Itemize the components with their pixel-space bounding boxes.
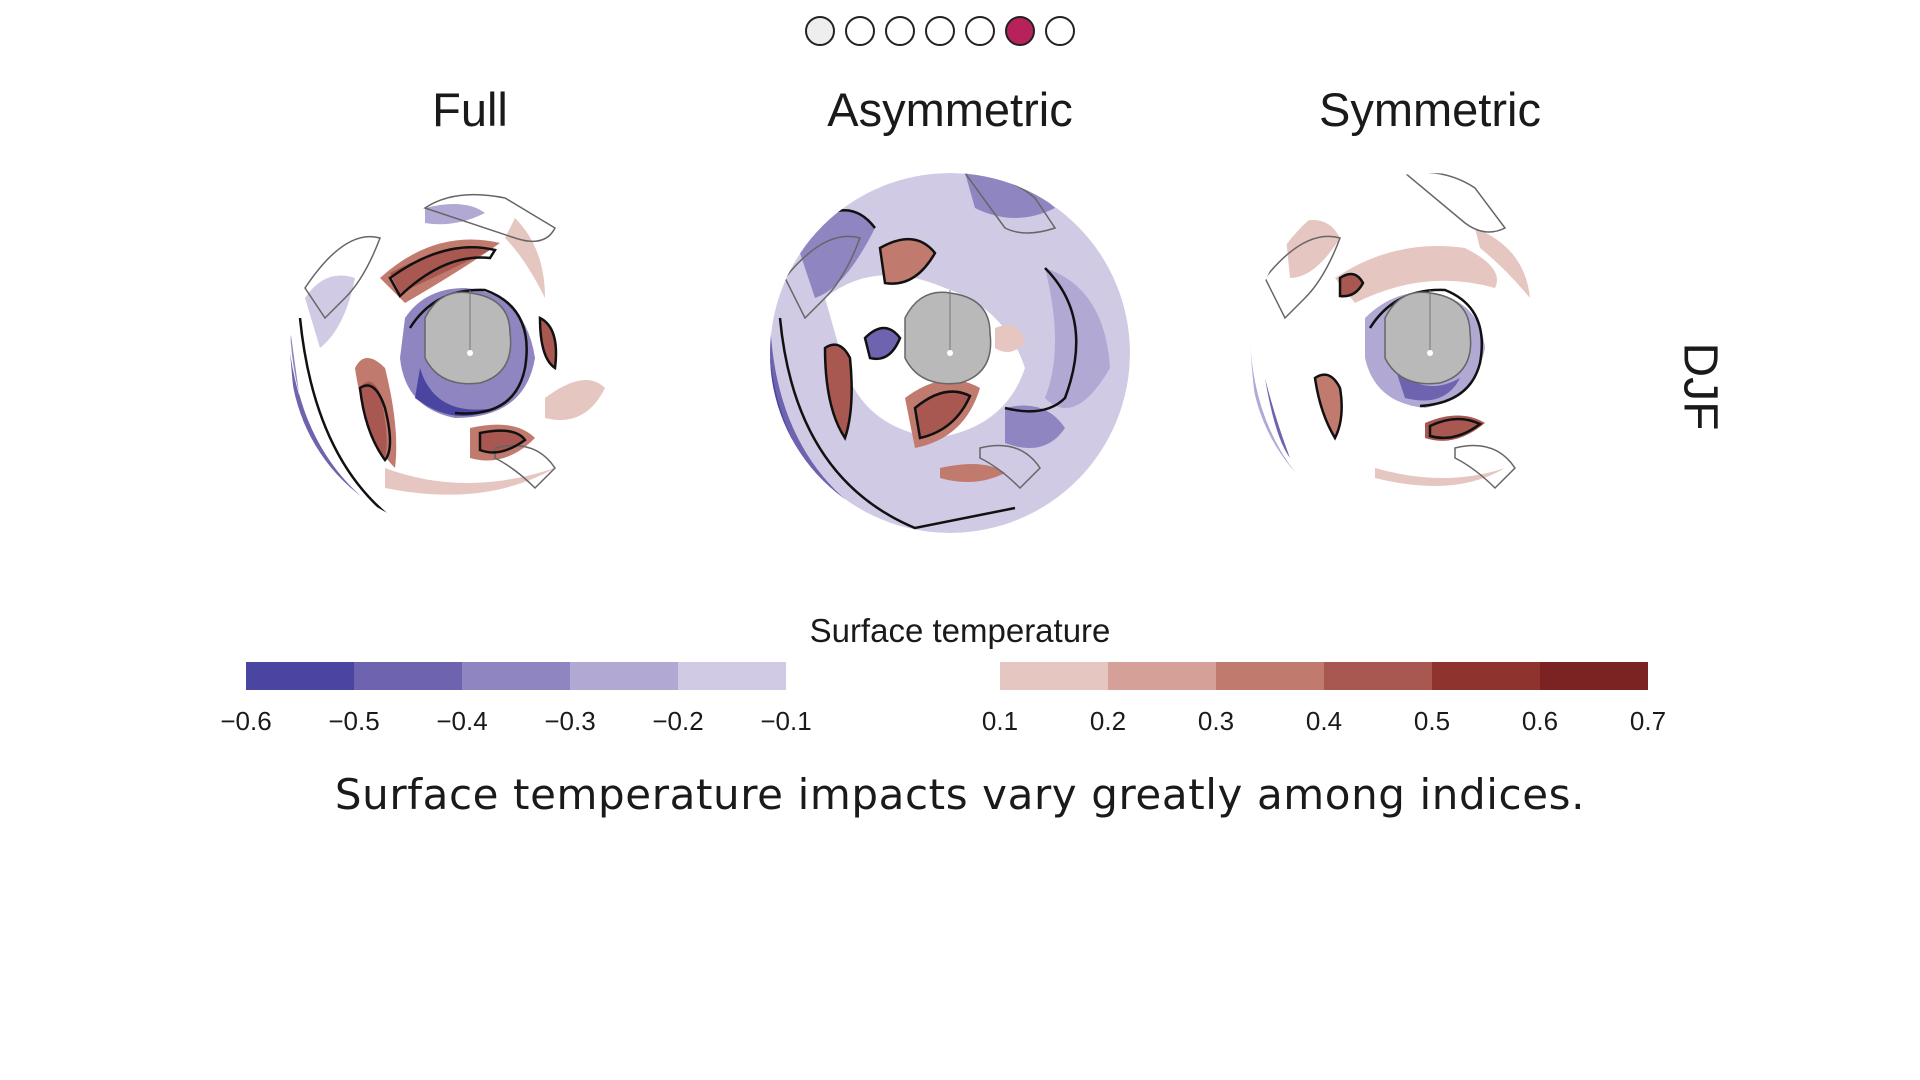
pager-dot-5[interactable] — [965, 16, 995, 46]
antarctica-landmass — [424, 291, 512, 385]
significance-contour — [1313, 373, 1343, 441]
panel-title-symmetric: Symmetric — [1319, 83, 1541, 136]
colorbar-positive-swatch-5 — [1432, 662, 1540, 690]
south-pole-marker — [1427, 350, 1433, 356]
panel-title-full: Full — [432, 83, 508, 136]
pager-dot-7[interactable] — [1045, 16, 1075, 46]
pager-dot-2[interactable] — [845, 16, 875, 46]
cold-anomaly-region — [1005, 405, 1065, 448]
coastline — [784, 235, 861, 320]
cold-anomaly-region — [1045, 268, 1110, 408]
significance-contour — [1004, 267, 1078, 413]
coastline — [304, 235, 381, 320]
colorbar-tick-label: −0.2 — [652, 706, 704, 736]
colorbar-tick-label: −0.4 — [436, 706, 488, 736]
significance-contour — [538, 315, 558, 371]
colorbar-tick-label: 0.4 — [1305, 706, 1343, 736]
colorbar-negative-swatch-1 — [246, 662, 354, 690]
south-pole-marker — [947, 350, 953, 356]
cold-anomaly-region — [305, 275, 355, 348]
warm-anomaly-region — [480, 430, 525, 453]
warm-anomaly-region — [1315, 374, 1342, 438]
significance-contour — [388, 246, 497, 299]
significance-contour — [478, 429, 527, 454]
significance-contour — [823, 343, 853, 441]
pager-dot-1[interactable] — [805, 16, 835, 46]
significance-contour — [358, 384, 392, 463]
season-label: DJF — [1673, 342, 1727, 431]
warm-anomaly-region — [1335, 246, 1497, 303]
significance-contour — [778, 317, 1016, 530]
slide-caption: Surface temperature impacts vary greatly… — [334, 770, 1586, 819]
coastline — [979, 444, 1041, 490]
colorbar-tick-label: −0.3 — [544, 706, 596, 736]
warm-anomaly-region — [940, 464, 1005, 482]
warm-anomaly-region — [1285, 220, 1340, 278]
warm-anomaly-region — [825, 344, 852, 438]
warm-anomaly-region — [1475, 228, 1530, 298]
significance-contour — [1428, 417, 1483, 440]
cold-anomaly-region — [965, 173, 1055, 218]
slide-pager — [805, 16, 1075, 46]
pager-dot-6[interactable] — [1005, 16, 1035, 46]
coastline — [1454, 444, 1516, 490]
warm-anomaly-region — [385, 468, 555, 495]
colorbar-negative — [246, 662, 786, 690]
colorbar-tick-label: 0.1 — [981, 706, 1019, 736]
colorbar-negative-swatch-3 — [462, 662, 570, 690]
significance-contour — [1338, 272, 1365, 298]
warm-anomaly-region — [545, 380, 605, 420]
colorbar-positive-swatch-3 — [1216, 662, 1324, 690]
map-asymmetric — [770, 173, 1130, 533]
warm-anomaly-region — [1375, 468, 1505, 486]
colorbar-positive-swatch-1 — [1000, 662, 1108, 690]
colorbar-title: Surface temperature — [809, 612, 1111, 649]
colorbar-positive — [1000, 662, 1648, 690]
coastline — [1264, 235, 1341, 320]
warm-anomaly-region — [880, 239, 935, 284]
cold-anomaly-region — [1395, 368, 1460, 401]
colorbar-positive-swatch-6 — [1540, 662, 1648, 690]
map-full — [290, 173, 650, 533]
colorbar-tick-label: 0.3 — [1197, 706, 1235, 736]
warm-anomaly-region — [915, 391, 970, 438]
colorbar-tick-label: −0.6 — [220, 706, 272, 736]
pager-dot-3[interactable] — [885, 16, 915, 46]
colorbar-negative-swatch-2 — [354, 662, 462, 690]
colorbar-tick-label: 0.5 — [1413, 706, 1451, 736]
panel-title-asymmetric: Asymmetric — [827, 83, 1073, 136]
cold-anomaly-region — [415, 368, 495, 416]
warm-anomaly-region — [360, 381, 387, 458]
antarctica-landmass — [904, 291, 992, 385]
map-symmetric — [1250, 173, 1610, 533]
warm-anomaly-region — [540, 318, 556, 368]
colorbar-tick-label: −0.5 — [328, 706, 380, 736]
coastline — [1403, 173, 1507, 233]
cold-anomaly-region — [290, 353, 425, 533]
coastline — [423, 193, 556, 243]
colorbar-tick-label: 0.6 — [1521, 706, 1559, 736]
colorbar-negative-swatch-4 — [570, 662, 678, 690]
significance-contour — [913, 390, 972, 440]
significance-contour — [863, 326, 902, 361]
colorbar-tick-label: 0.7 — [1629, 706, 1667, 736]
colorbar-tick-label: 0.2 — [1089, 706, 1127, 736]
warm-anomaly-region — [995, 325, 1025, 352]
antarctica-landmass — [1384, 291, 1472, 385]
colorbar-negative-swatch-5 — [678, 662, 786, 690]
colorbar-positive-swatch-2 — [1108, 662, 1216, 690]
pager-dot-4[interactable] — [925, 16, 955, 46]
south-pole-marker — [467, 350, 473, 356]
colorbar-positive-swatch-4 — [1324, 662, 1432, 690]
significance-contour — [878, 237, 937, 285]
colorbar-tick-label: −0.1 — [760, 706, 812, 736]
cold-anomaly-region — [425, 204, 485, 225]
